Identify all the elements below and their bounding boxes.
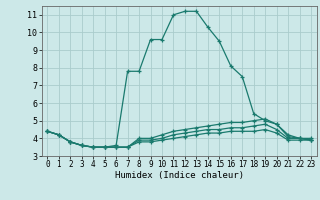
X-axis label: Humidex (Indice chaleur): Humidex (Indice chaleur)	[115, 171, 244, 180]
